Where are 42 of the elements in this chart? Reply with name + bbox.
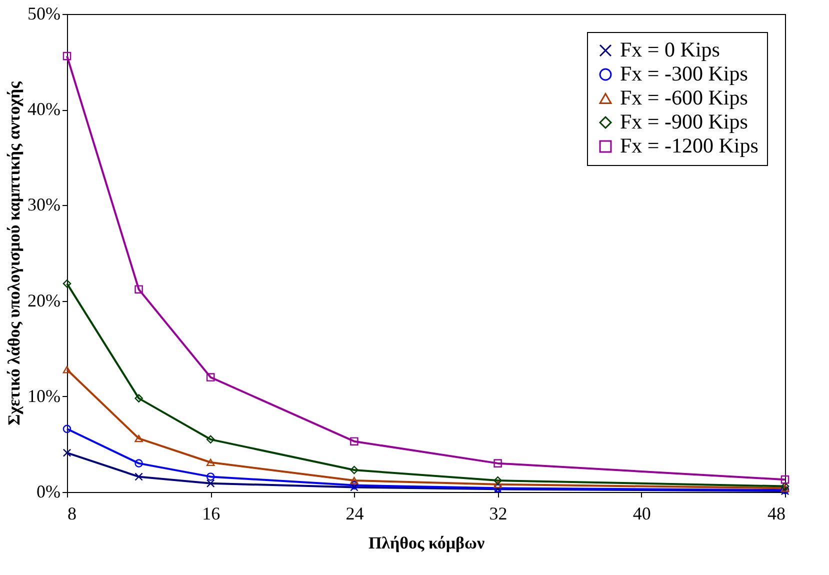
- point: [350, 476, 358, 484]
- y-tick-label: 50%: [28, 4, 60, 24]
- legend-label: Fx = 0 Kips: [620, 38, 720, 62]
- y-tick-label: 0%: [36, 482, 60, 502]
- point: [134, 434, 143, 442]
- point: [494, 480, 502, 488]
- point: [206, 479, 215, 488]
- point: [780, 484, 790, 492]
- y-tick-label: 40%: [28, 99, 60, 120]
- point: [134, 394, 143, 402]
- y-axis-title: Σχετικό λάθος υπολογισμού καμπτικής αντοχής: [4, 80, 24, 426]
- point: [134, 285, 143, 294]
- point: [780, 475, 790, 484]
- point: [62, 52, 72, 60]
- point: [62, 366, 72, 374]
- point: [206, 435, 215, 444]
- point: [134, 459, 143, 468]
- point: [206, 458, 215, 466]
- legend-label: Fx = -300 Kips: [620, 62, 748, 86]
- legend-label: Fx = -900 Kips: [620, 110, 748, 134]
- point: [62, 424, 72, 434]
- x-tick-label: 32: [489, 504, 508, 524]
- point: [494, 459, 502, 468]
- legend-label: Fx = -600 Kips: [620, 86, 748, 110]
- x-axis-title: Πλήθος κόμβων: [368, 534, 485, 552]
- x-tick-label: 40: [632, 504, 651, 524]
- point: [494, 476, 502, 485]
- point: [206, 373, 215, 382]
- x-tick-label: 16: [202, 504, 220, 524]
- point: [62, 448, 72, 457]
- point: [134, 472, 143, 481]
- y-tick-label: 30%: [28, 194, 60, 215]
- x-tick-label: 48: [768, 504, 786, 524]
- y-tick-label: 10%: [28, 386, 60, 406]
- y-tick-label: 20%: [28, 290, 60, 310]
- point: [350, 466, 358, 474]
- legend-label: Fx = -1200 Kips: [620, 134, 758, 158]
- x-tick-label: 24: [346, 504, 364, 524]
- x-tick-label: 8: [68, 504, 76, 524]
- point: [206, 472, 215, 481]
- point: [62, 279, 72, 288]
- point: [350, 437, 358, 446]
